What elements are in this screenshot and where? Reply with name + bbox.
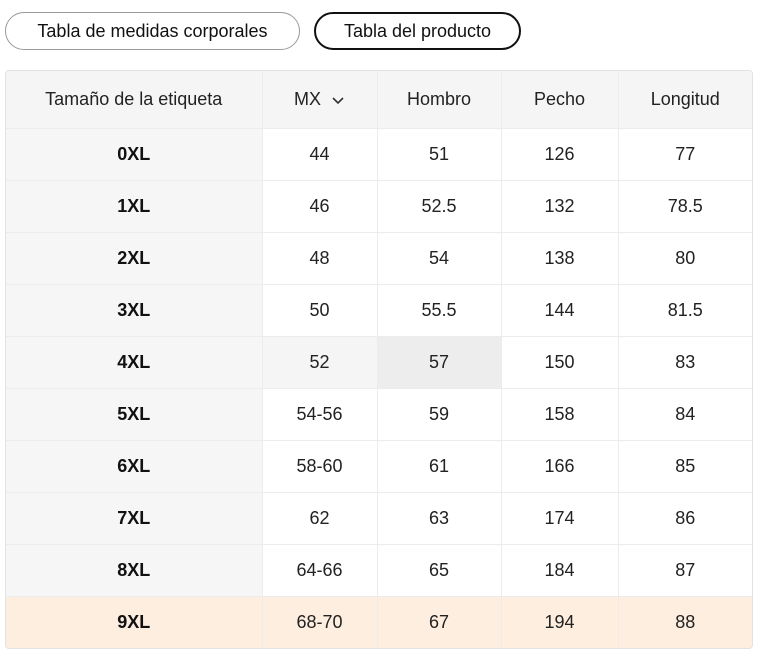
shoulder-cell: 51 [377, 128, 502, 181]
chest-cell: 184 [501, 544, 619, 597]
length-cell: 78.5 [618, 180, 752, 233]
table-row: 6XL 58-60 61 166 85 [6, 440, 752, 493]
unit-cell: 68-70 [262, 596, 378, 648]
shoulder-cell: 57 [377, 336, 502, 389]
length-cell: 86 [618, 492, 752, 545]
size-cell: 7XL [6, 492, 263, 545]
shoulder-cell: 52.5 [377, 180, 502, 233]
length-cell: 88 [618, 596, 752, 648]
chest-cell: 132 [501, 180, 619, 233]
size-cell: 6XL [6, 440, 263, 493]
chest-cell: 166 [501, 440, 619, 493]
length-cell: 85 [618, 440, 752, 493]
header-length: Longitud [618, 71, 752, 129]
header-chest: Pecho [501, 71, 619, 129]
chest-cell: 150 [501, 336, 619, 389]
unit-cell: 46 [262, 180, 378, 233]
shoulder-cell: 54 [377, 232, 502, 285]
chest-cell: 126 [501, 128, 619, 181]
shoulder-cell: 67 [377, 596, 502, 648]
unit-dropdown[interactable]: MX [294, 89, 345, 110]
unit-cell: 48 [262, 232, 378, 285]
length-cell: 87 [618, 544, 752, 597]
size-cell: 4XL [6, 336, 263, 389]
table-row: 7XL 62 63 174 86 [6, 492, 752, 545]
chest-cell: 158 [501, 388, 619, 441]
length-cell: 84 [618, 388, 752, 441]
table-row: 8XL 64-66 65 184 87 [6, 544, 752, 597]
table-row: 4XL 52 57 150 83 [6, 336, 752, 389]
shoulder-cell: 59 [377, 388, 502, 441]
size-cell: 1XL [6, 180, 263, 233]
shoulder-cell: 63 [377, 492, 502, 545]
unit-cell: 52 [262, 336, 378, 389]
size-cell: 5XL [6, 388, 263, 441]
shoulder-cell: 55.5 [377, 284, 502, 337]
tab-body-measurements[interactable]: Tabla de medidas corporales [5, 12, 300, 50]
length-cell: 80 [618, 232, 752, 285]
length-cell: 81.5 [618, 284, 752, 337]
table-row: 2XL 48 54 138 80 [6, 232, 752, 285]
table-row-highlighted: 9XL 68-70 67 194 88 [6, 596, 752, 648]
table-row: 5XL 54-56 59 158 84 [6, 388, 752, 441]
size-cell: 8XL [6, 544, 263, 597]
shoulder-cell: 65 [377, 544, 502, 597]
table-row: 3XL 50 55.5 144 81.5 [6, 284, 752, 337]
table-row: 0XL 44 51 126 77 [6, 128, 752, 181]
chevron-down-icon [332, 96, 344, 104]
unit-cell: 64-66 [262, 544, 378, 597]
unit-cell: 58-60 [262, 440, 378, 493]
chest-cell: 194 [501, 596, 619, 648]
length-cell: 77 [618, 128, 752, 181]
unit-cell: 54-56 [262, 388, 378, 441]
unit-cell: 62 [262, 492, 378, 545]
size-table: Tamaño de la etiqueta MX Hombro Pecho Lo… [6, 71, 752, 648]
unit-cell: 44 [262, 128, 378, 181]
unit-label: MX [294, 89, 321, 109]
shoulder-cell: 61 [377, 440, 502, 493]
chest-cell: 174 [501, 492, 619, 545]
tab-bar: Tabla de medidas corporales Tabla del pr… [5, 12, 521, 50]
table-header-row: Tamaño de la etiqueta MX Hombro Pecho Lo… [6, 71, 752, 129]
size-cell: 3XL [6, 284, 263, 337]
header-shoulder: Hombro [377, 71, 502, 129]
chest-cell: 138 [501, 232, 619, 285]
unit-cell: 50 [262, 284, 378, 337]
size-cell: 2XL [6, 232, 263, 285]
table-row: 1XL 46 52.5 132 78.5 [6, 180, 752, 233]
size-cell: 0XL [6, 128, 263, 181]
size-table-container: Tamaño de la etiqueta MX Hombro Pecho Lo… [5, 70, 753, 649]
size-cell: 9XL [6, 596, 263, 648]
tab-product-table[interactable]: Tabla del producto [314, 12, 521, 50]
header-size: Tamaño de la etiqueta [6, 71, 263, 129]
chest-cell: 144 [501, 284, 619, 337]
header-unit[interactable]: MX [262, 71, 378, 129]
length-cell: 83 [618, 336, 752, 389]
